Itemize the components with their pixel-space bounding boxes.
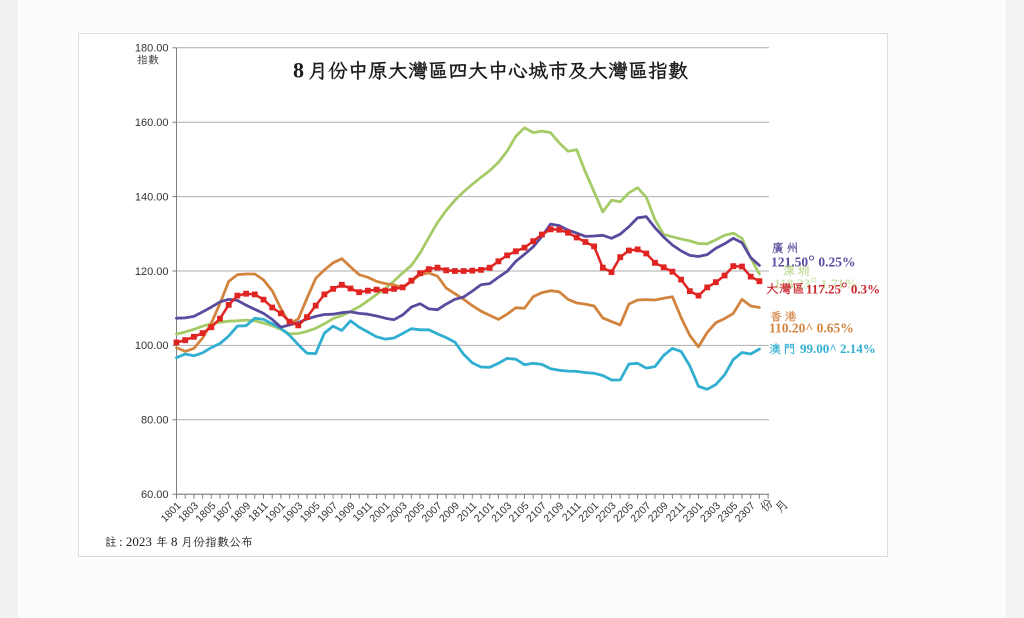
svg-text:60.00: 60.00 [141, 489, 169, 501]
svg-text:110.20^ 0.65%: 110.20^ 0.65% [769, 321, 854, 336]
svg-text:121.50° 0.25%: 121.50° 0.25% [771, 252, 855, 271]
svg-text:: 2023: : 2023 [119, 534, 152, 549]
svg-text:160.00: 160.00 [135, 117, 169, 129]
svg-text:8: 8 [293, 58, 304, 83]
svg-text:180.00: 180.00 [135, 43, 169, 55]
svg-text:8: 8 [171, 534, 178, 549]
svg-text:120.00: 120.00 [135, 266, 169, 278]
svg-text:80.00: 80.00 [141, 415, 169, 427]
svg-text:100.00: 100.00 [135, 340, 169, 352]
svg-text:118.23° 1.71%: 118.23° 1.71% [774, 274, 858, 293]
svg-text:99.00^ 2.14%: 99.00^ 2.14% [800, 341, 876, 356]
svg-text:117.25° 0.3%: 117.25° 0.3% [806, 279, 880, 298]
svg-text:140.00: 140.00 [135, 191, 169, 203]
